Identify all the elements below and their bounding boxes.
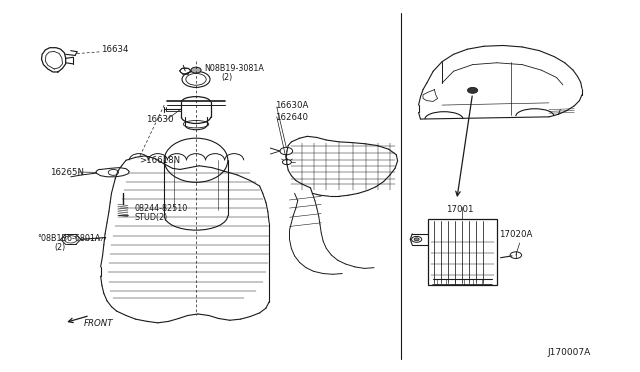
Text: (2): (2)	[54, 243, 65, 252]
Text: 16265N: 16265N	[51, 167, 84, 177]
Text: FRONT: FRONT	[83, 319, 113, 328]
Text: 17020A: 17020A	[499, 230, 532, 239]
Circle shape	[467, 87, 477, 93]
Circle shape	[191, 67, 201, 73]
Text: 16630: 16630	[147, 115, 174, 124]
Text: 16634: 16634	[100, 45, 128, 54]
Text: >16618N: >16618N	[140, 156, 180, 165]
Text: (2): (2)	[221, 73, 233, 82]
Text: 08244-82510: 08244-82510	[134, 203, 188, 212]
Text: J170007A: J170007A	[548, 349, 591, 357]
Text: 162640: 162640	[275, 113, 308, 122]
Text: STUD(2): STUD(2)	[134, 213, 168, 222]
Text: 16630A: 16630A	[275, 101, 309, 110]
Text: 17001: 17001	[446, 205, 474, 214]
Text: °08B1B6-6801A: °08B1B6-6801A	[37, 234, 100, 243]
Bar	[428, 219, 497, 285]
Text: N08B19-3081A: N08B19-3081A	[204, 64, 264, 73]
Circle shape	[414, 238, 419, 241]
